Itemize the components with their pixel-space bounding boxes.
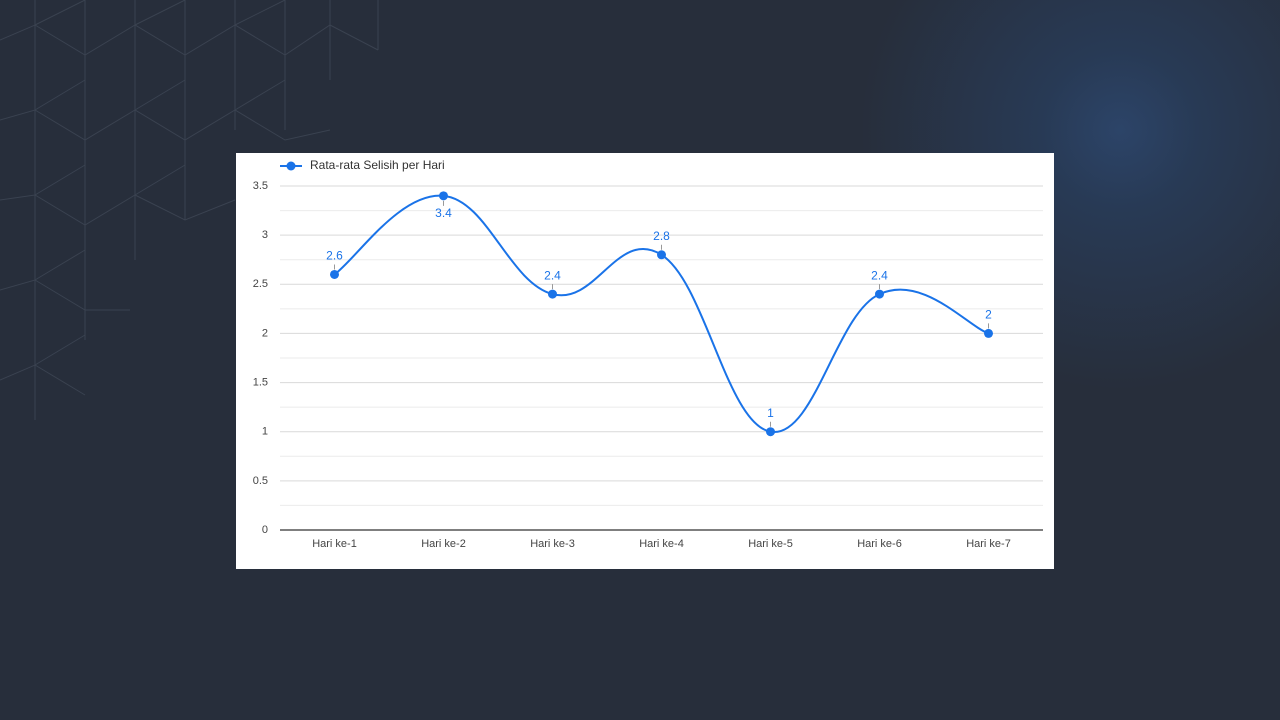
data-label: 2.6 [326, 249, 343, 263]
data-point [875, 289, 884, 299]
chart: 0 0.5 1 1.5 2 2.5 3 3.5 Hari ke-1 Hari ke-2 Hari k… [253, 158, 1043, 550]
x-tick-label: Hari ke-1 [312, 538, 357, 550]
legend-marker [286, 161, 296, 171]
y-tick-label: 1 [262, 426, 268, 438]
y-tick-label: 2.5 [253, 278, 268, 290]
y-tick-label: 1.5 [253, 376, 268, 388]
x-tick-label: Hari ke-4 [639, 538, 684, 550]
x-tick-label: Hari ke-2 [421, 538, 466, 550]
data-label: 3.4 [435, 206, 452, 220]
data-point [984, 328, 993, 338]
data-point [657, 250, 666, 260]
data-label: 2 [985, 308, 992, 322]
data-label: 2.4 [544, 268, 561, 282]
y-tick-label: 2 [262, 327, 268, 339]
data-point [439, 191, 448, 201]
x-tick-label: Hari ke-3 [530, 538, 575, 550]
y-tick-label: 0 [262, 524, 268, 536]
chart-panel [236, 153, 1054, 569]
x-tick-label: Hari ke-5 [748, 538, 793, 550]
x-tick-label: Hari ke-7 [966, 538, 1011, 550]
legend-label: Rata-rata Selisih per Hari [310, 158, 445, 172]
y-tick-label: 3.5 [253, 180, 268, 192]
data-point [548, 289, 557, 299]
data-point [330, 269, 339, 279]
data-label: 1 [767, 406, 774, 420]
data-point [766, 427, 775, 437]
y-tick-label: 3 [262, 229, 268, 241]
x-tick-label: Hari ke-6 [857, 538, 902, 550]
data-label: 2.8 [653, 229, 670, 243]
data-label: 2.4 [871, 268, 888, 282]
background-pattern [0, 0, 379, 420]
y-tick-label: 0.5 [253, 475, 268, 487]
